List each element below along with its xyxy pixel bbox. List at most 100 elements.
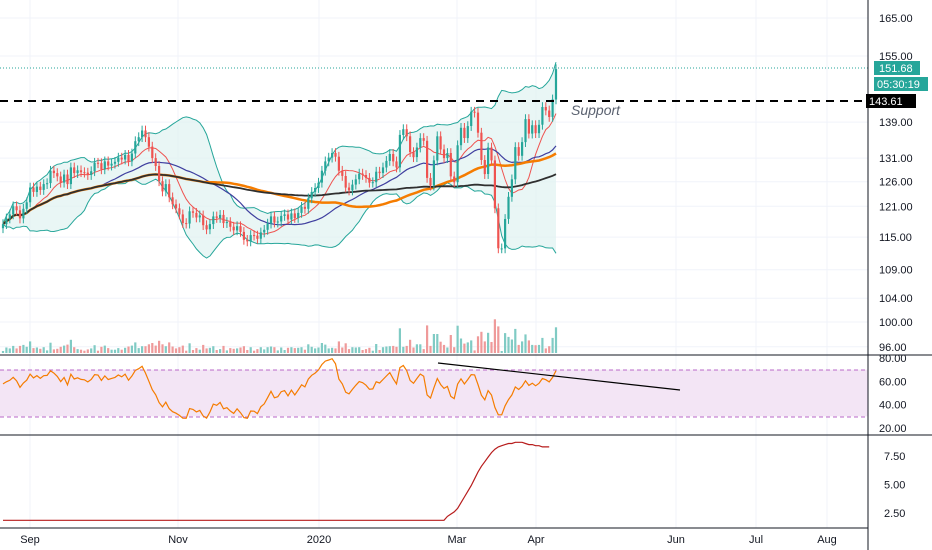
volume-bar (371, 350, 374, 353)
candle-body (39, 186, 42, 190)
candle-body (470, 111, 473, 126)
volume-bar (158, 340, 161, 353)
candle-body (273, 216, 276, 223)
volume-bar (487, 332, 490, 353)
moving-averages (2, 113, 557, 235)
candle-body (280, 215, 283, 222)
volume-bar (259, 347, 262, 353)
volume-bar (361, 350, 364, 353)
volume-bar (337, 341, 340, 353)
candle-body (517, 147, 520, 156)
candle-body (331, 153, 334, 158)
rsi-tick-label: 20.00 (879, 423, 907, 435)
candle-body (222, 214, 225, 224)
rsi-tick-labels: 80.00 60.00 40.00 20.00 (879, 353, 907, 435)
price-panel[interactable]: Support (0, 62, 868, 353)
rsi-panel[interactable] (0, 357, 868, 419)
candle-body (205, 225, 208, 230)
candle-body (144, 130, 147, 138)
rsi-trend-line[interactable] (437, 362, 681, 391)
volume-bar (507, 336, 510, 353)
volume-bar (1, 351, 5, 353)
candle-body (137, 137, 140, 142)
volume-bar (426, 325, 429, 353)
candle-body (453, 176, 456, 183)
volume-bar (456, 325, 459, 353)
candle-body (236, 226, 239, 231)
candle-body (327, 157, 330, 162)
volume-bar (273, 347, 276, 353)
candle-body (402, 129, 405, 135)
candle-body (510, 179, 513, 197)
price-tick-label: 131.00 (879, 153, 913, 165)
volume-bar (436, 334, 439, 353)
candle-body (15, 206, 18, 211)
candle-body (354, 179, 357, 185)
candle-body (371, 182, 374, 184)
volume-bar (63, 345, 66, 353)
time-axis[interactable]: Sep Nov 2020 Mar Apr Jun Jul Aug (0, 527, 868, 546)
candle-body (154, 158, 157, 166)
candle-body (554, 69, 558, 100)
candle-body (541, 107, 544, 125)
volume-bar (69, 339, 72, 353)
lower-tick-label: 5.00 (884, 480, 905, 492)
candle-body (310, 191, 313, 199)
candle-body (527, 119, 530, 134)
candle-body (358, 173, 361, 180)
price-scale[interactable]: 165.00 155.00 139.00 131.00 126.00 121.00 115.… (866, 0, 928, 550)
volume-bar (331, 347, 334, 353)
volume-bar (514, 328, 517, 353)
volume-bar (395, 346, 398, 353)
volume-bar (358, 347, 361, 353)
volume-bar (117, 348, 120, 353)
volume-bar (412, 347, 415, 353)
candle-body (347, 187, 351, 191)
volume-bar (56, 348, 59, 353)
volume-bar (219, 349, 222, 353)
volume-bar (171, 346, 174, 353)
time-label: 2020 (307, 534, 331, 546)
volume-bar (229, 348, 232, 353)
price-tick-label: 165.00 (879, 13, 913, 25)
lower-indicator-panel[interactable] (3, 441, 550, 521)
candle-body (174, 204, 178, 209)
rsi-tick-label: 40.00 (879, 400, 907, 412)
volume-bar (164, 346, 167, 353)
candle-body (208, 224, 211, 230)
price-tick-label: 104.00 (879, 293, 913, 305)
volume-bar (388, 346, 391, 353)
volume-bar (191, 350, 195, 353)
volume-bar (256, 349, 259, 353)
volume-bar (124, 347, 127, 353)
time-label: Apr (527, 534, 544, 546)
candle-body (110, 163, 113, 166)
candle-body (151, 146, 154, 159)
volume-bar (531, 344, 534, 353)
candle-body (93, 162, 96, 172)
volume-bar (253, 350, 256, 353)
volume-bar (22, 344, 25, 353)
volume-bar (280, 347, 283, 353)
candle-body (514, 147, 517, 180)
volume-bar (15, 348, 18, 353)
volume-bar (195, 348, 198, 353)
candle-body (497, 208, 500, 249)
volume-bar (96, 350, 100, 353)
candle-body (392, 154, 395, 162)
candle-body (544, 107, 547, 111)
volume-bar (375, 344, 378, 353)
candle-body (59, 176, 62, 183)
volume-bar (49, 342, 52, 353)
candle-body (422, 138, 425, 141)
candle-body (446, 153, 449, 159)
candle-body (341, 170, 344, 176)
candle-body (195, 212, 198, 218)
candle-body (409, 136, 412, 153)
candle-body (537, 124, 541, 134)
candle-body (134, 141, 137, 154)
candle-body (1, 224, 5, 229)
candle-body (415, 147, 418, 158)
volume-bar (8, 348, 11, 353)
